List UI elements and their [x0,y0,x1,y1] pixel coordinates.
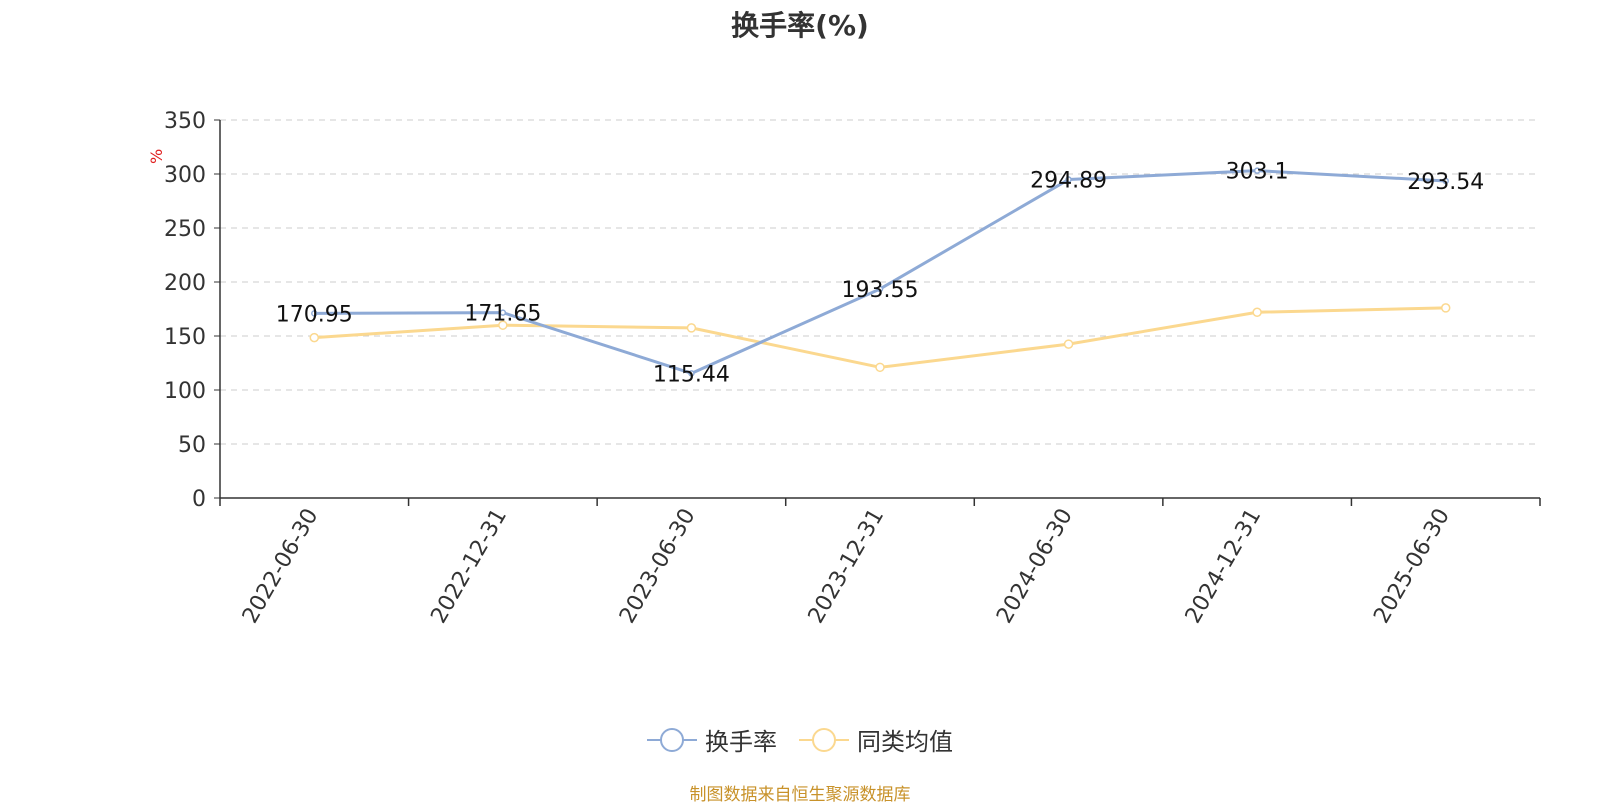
data-point-peer-average [1440,303,1451,313]
x-tick-label: 2022-06-30 [238,505,324,628]
data-point-peer-average [309,332,320,343]
series-line-turnover [314,169,1446,375]
x-tick-label: 2024-06-30 [992,505,1078,628]
data-point-peer-average [498,320,508,330]
data-point-peer-average [686,323,697,333]
data-point-turnover [1442,177,1449,185]
y-tick-label: 350 [164,109,206,134]
data-label: 171.65 [464,302,541,327]
x-tick-label: 2023-06-30 [615,505,701,628]
line-chart: 0 50 100 150 200 250 300 350 2022-06-30 2022-12-… [147,109,1541,628]
legend-marker-peer-average-icon [799,727,849,752]
axes [214,119,1541,506]
y-tick-label: 50 [178,433,206,458]
x-tick-label: 2023-12-31 [804,505,890,628]
y-tick-label: 100 [164,379,206,404]
x-tick-labels: 2022-06-30 2022-12-31 2023-06-30 2023-12-31… [238,505,1455,628]
data-label: 170.95 [276,302,353,327]
data-label: 193.55 [842,278,919,303]
y-tick-label: 150 [164,325,206,350]
x-tick-label: 2025-06-30 [1369,505,1455,628]
data-point-turnover [876,285,884,293]
legend-item-turnover[interactable]: 换手率 [647,722,777,757]
data-point-peer-average [1252,307,1262,317]
data-label: 115.44 [653,362,730,387]
x-tick-label: 2022-12-31 [426,505,512,628]
data-point-turnover [311,310,318,317]
legend-label-turnover: 换手率 [705,728,777,756]
y-tick-label: 200 [164,271,206,296]
data-labels: 170.95 171.65 115.44 193.55 294.89 303.1 293.5… [276,160,1484,388]
data-label: 303.1 [1226,160,1289,185]
chart-title: 换手率(%) [731,9,869,42]
data-point-peer-average [875,362,885,373]
data-label: 294.89 [1030,169,1107,194]
legend-item-peer-average[interactable]: 同类均值 [799,722,953,757]
y-axis-unit-label: % [147,149,166,164]
legend-marker-turnover-icon [647,727,697,752]
data-label: 293.54 [1407,170,1484,195]
y-tick-label: 0 [192,487,206,512]
data-point-turnover [688,370,695,377]
data-point-turnover [1065,176,1072,183]
legend-label-peer-average: 同类均值 [857,728,953,756]
data-point-turnover [1253,167,1261,174]
x-tick-label: 2024-12-31 [1181,505,1267,628]
data-point-peer-average [1063,339,1074,349]
series-lines [309,167,1451,377]
source-note: 制图数据来自恒生聚源数据库 [689,785,911,805]
y-tick-label: 300 [164,163,206,188]
legend: 换手率 同类均值 [0,722,1600,757]
data-point-turnover [499,309,507,316]
y-tick-labels: 0 50 100 150 200 250 300 350 [164,109,206,512]
y-tick-label: 250 [164,217,206,242]
